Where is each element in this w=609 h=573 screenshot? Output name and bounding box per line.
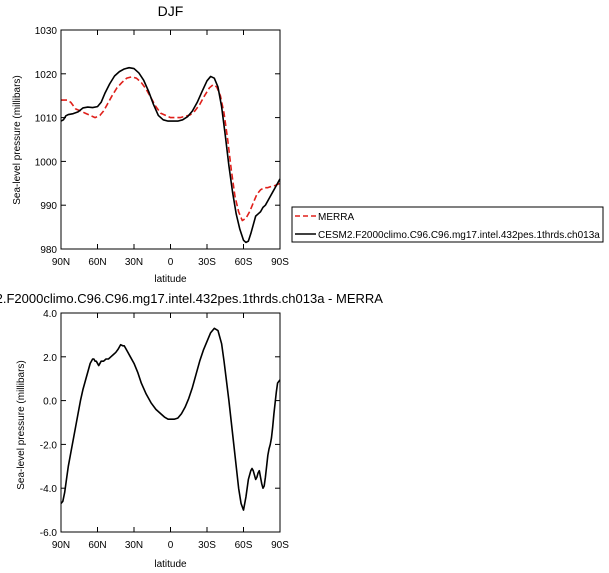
chart-bottom-ytick-label: -4.0 [40, 484, 58, 495]
chart-top-xtick-label: 90N [52, 257, 70, 268]
chart-top-ytick-label: 980 [40, 245, 57, 256]
chart-top: DJF Sea-level pressure (millibars) latit… [12, 3, 289, 285]
chart-top-series [60, 66, 281, 244]
chart-top-series-line-0 [61, 76, 281, 222]
chart-bottom-series-line-0 [60, 327, 281, 511]
legend: MERRA CESM2.F2000climo.C96.C96.mg17.inte… [291, 206, 604, 243]
chart-top-ytick-label: 1030 [35, 26, 58, 37]
chart-bottom-frame [60, 312, 281, 533]
chart-bottom: CESM2.F2000climo.C96.C96.mg17.intel.432p… [0, 291, 383, 570]
chart-top-xtick-label: 30S [198, 257, 216, 268]
chart-bottom-ylabel: Sea-level pressure (millibars) [16, 360, 27, 489]
chart-bottom-ytick-label: 4.0 [43, 309, 57, 320]
chart-top-ylabel: Sea-level pressure (millibars) [12, 75, 23, 204]
chart-top-xtick-label: 90S [271, 257, 289, 268]
chart-top-xlabel: latitude [154, 274, 187, 285]
chart-top-title: DJF [158, 3, 184, 19]
chart-bottom-xtick-label: 90S [271, 540, 289, 551]
chart-bottom-xtick-label: 90N [52, 540, 70, 551]
chart-bottom-xtick-label: 60S [235, 540, 253, 551]
chart-bottom-axes: 90N 60N 30N 0 30S 60S 90S -6.0 -4.0 -2.0 0.0 2.0 4.0 [40, 309, 289, 551]
legend-box [291, 206, 604, 243]
chart-bottom-ytick-label: 0.0 [43, 397, 57, 408]
chart-bottom-series [60, 327, 281, 511]
chart-bottom-ytick-label: -2.0 [40, 440, 58, 451]
chart-top-ytick-label: 990 [40, 201, 57, 212]
chart-top-series-line-1 [60, 66, 281, 244]
chart-top-ytick-label: 1010 [35, 114, 58, 125]
chart-bottom-ytick-label: -6.0 [40, 528, 58, 539]
chart-bottom-xtick-label: 30S [198, 540, 216, 551]
chart-bottom-xtick-label: 60N [88, 540, 106, 551]
chart-top-xtick-label: 0 [168, 257, 174, 268]
legend-label-merra: MERRA [318, 212, 354, 223]
chart-top-xtick-label: 60S [235, 257, 253, 268]
chart-top-xtick-label: 60N [88, 257, 106, 268]
chart-top-xtick-label: 30N [125, 257, 143, 268]
chart-bottom-xtick-label: 0 [168, 540, 174, 551]
chart-bottom-title: CESM2.F2000climo.C96.C96.mg17.intel.432p… [0, 291, 383, 306]
chart-top-axes: 90N 60N 30N 0 30S 60S 90S 980 990 1000 1010 1020 103… [35, 26, 289, 268]
chart-top-ytick-label: 1000 [35, 157, 58, 168]
chart-bottom-xtick-label: 30N [125, 540, 143, 551]
chart-top-ytick-label: 1020 [35, 70, 58, 81]
chart-top-frame [60, 29, 281, 250]
chart-bottom-ytick-label: 2.0 [43, 353, 57, 364]
chart-bottom-xlabel: latitude [154, 559, 187, 570]
legend-label-cesm2: CESM2.F2000climo.C96.C96.mg17.intel.432p… [318, 230, 600, 241]
